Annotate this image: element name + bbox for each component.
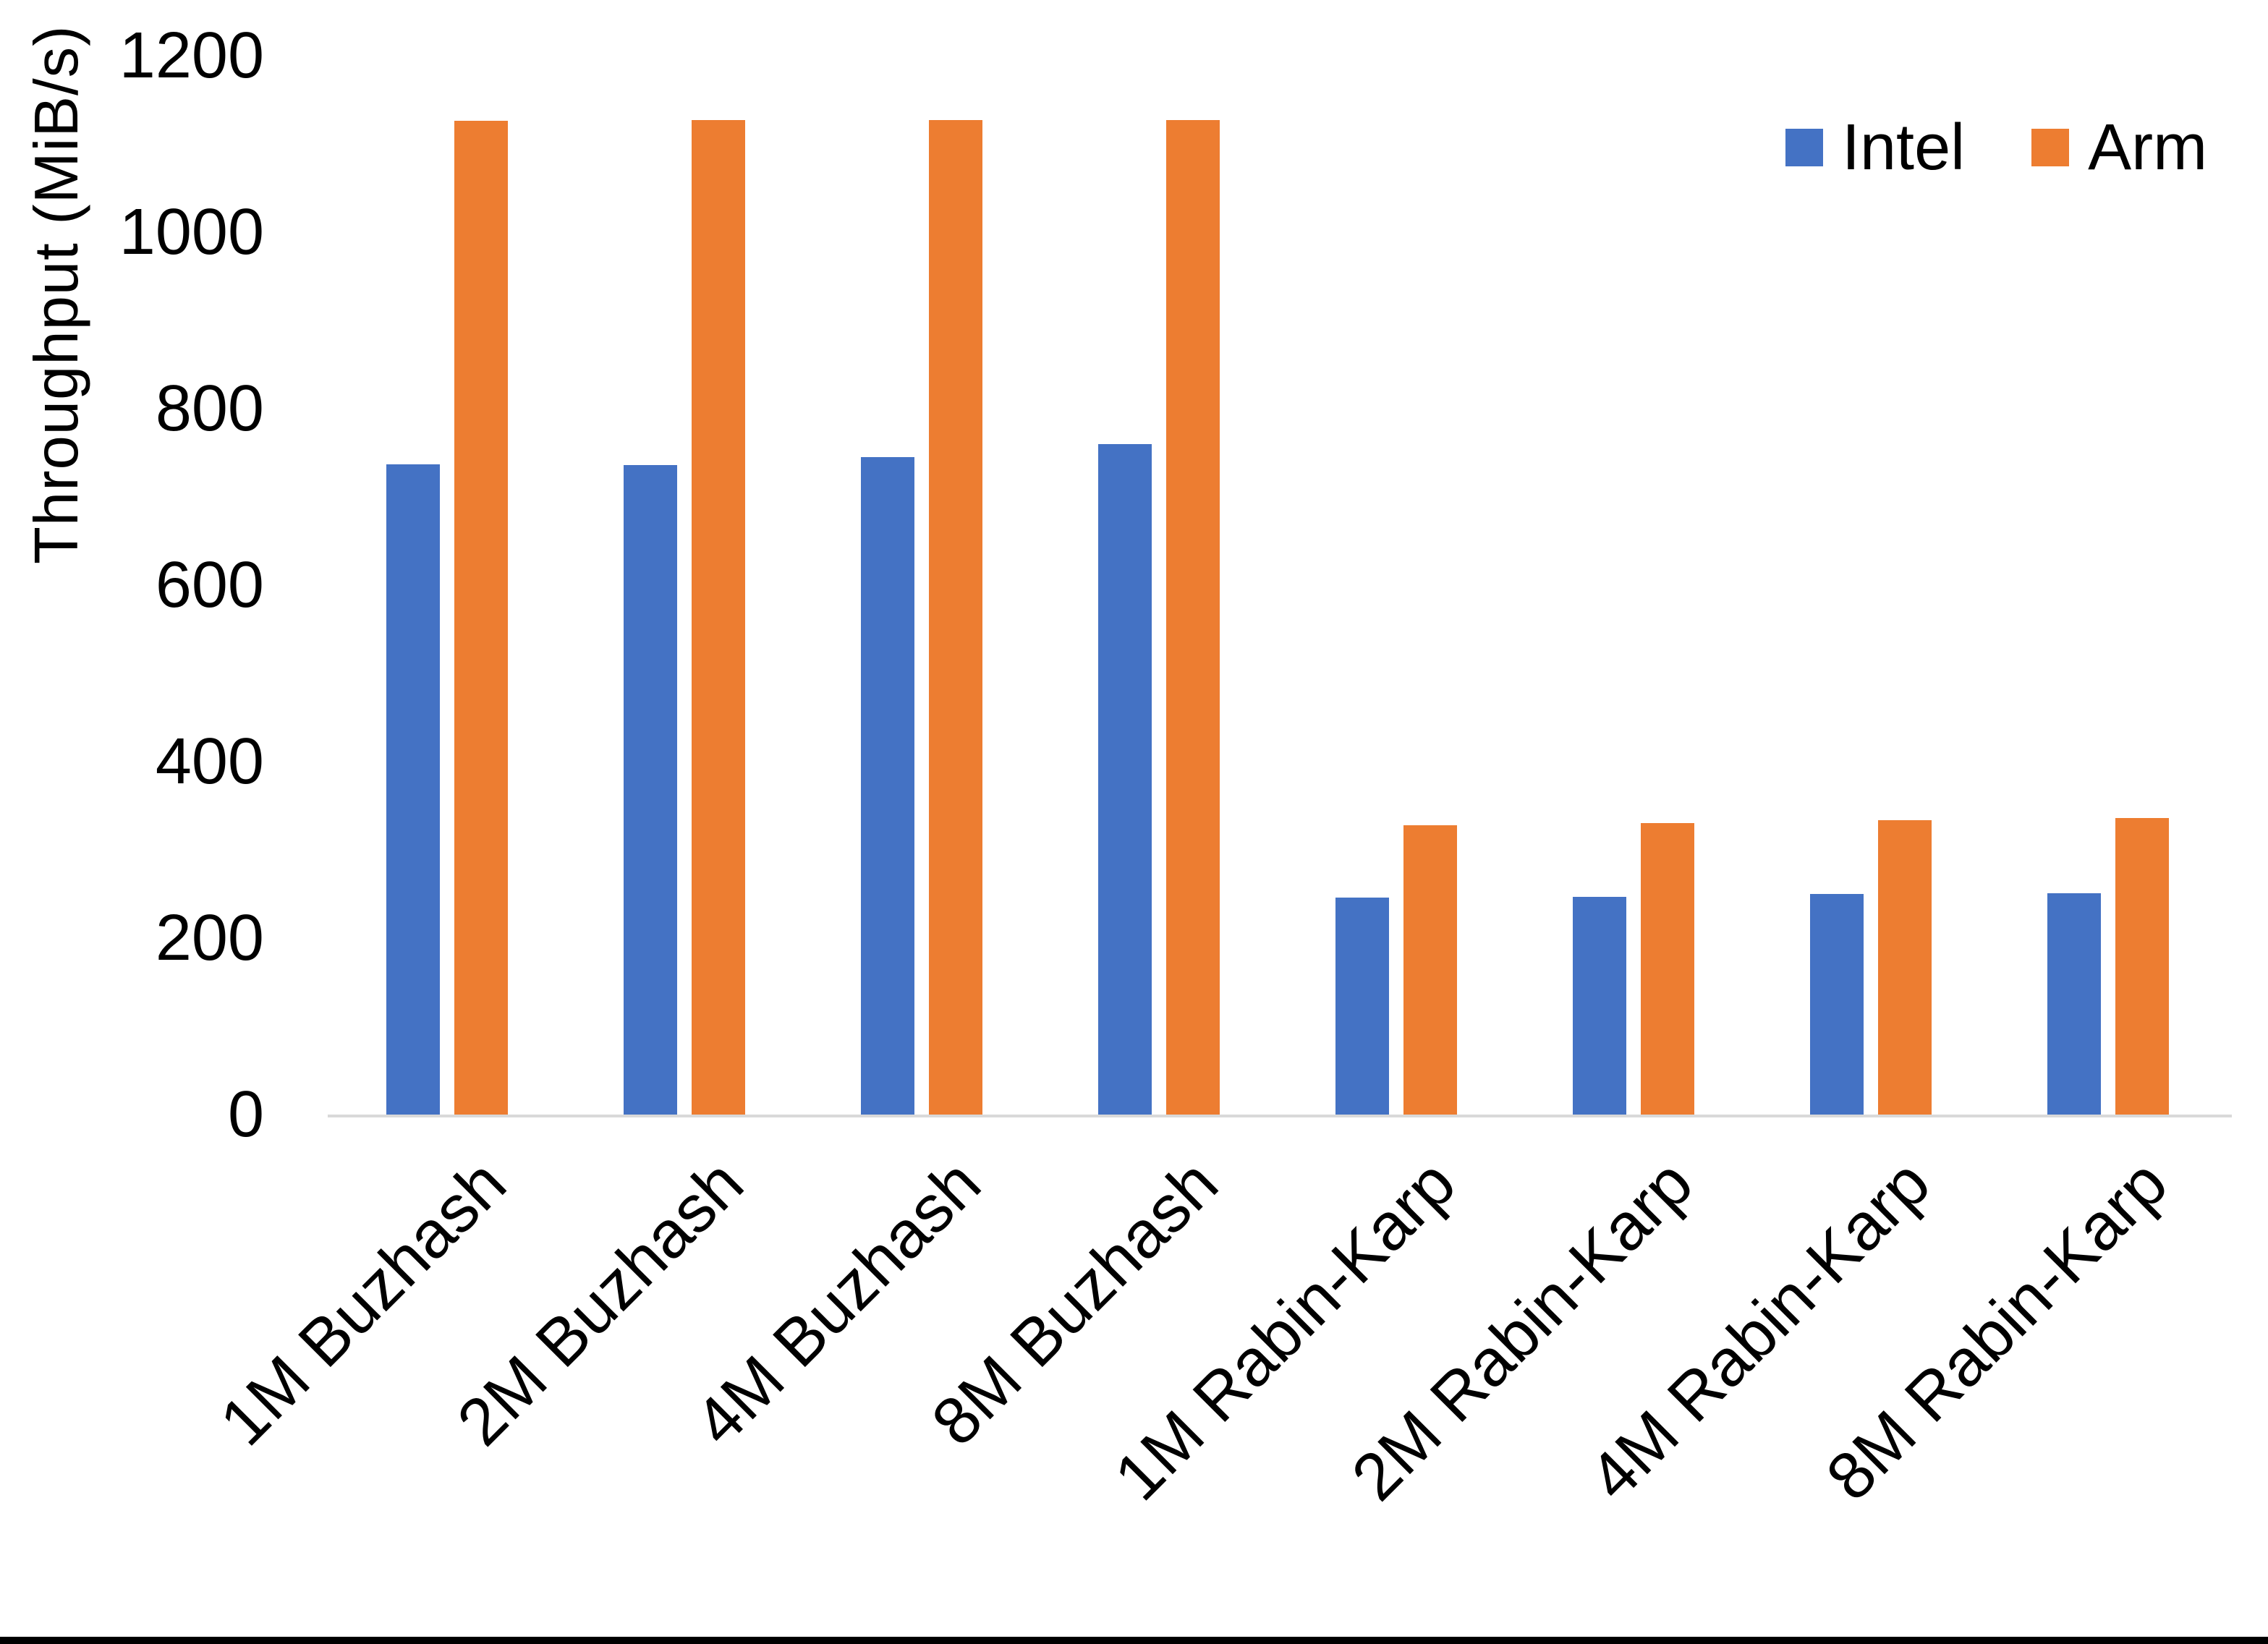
bar-arm-2m-rabin-karp bbox=[1640, 823, 1694, 1115]
y-tick-label-400: 400 bbox=[155, 725, 264, 798]
y-tick-label-800: 800 bbox=[155, 372, 264, 445]
bar-intel-8m-rabin-karp bbox=[2047, 893, 2101, 1115]
legend: Intel Arm bbox=[1785, 113, 2207, 182]
bar-intel-2m-buzhash bbox=[623, 465, 677, 1115]
bar-intel-4m-buzhash bbox=[860, 457, 914, 1115]
arm-legend-swatch-icon bbox=[2031, 129, 2070, 166]
x-axis-line bbox=[328, 1115, 2232, 1117]
bar-intel-2m-rabin-karp bbox=[1572, 896, 1626, 1115]
bar-intel-1m-buzhash bbox=[386, 464, 440, 1115]
legend-entry-intel: Intel bbox=[1785, 113, 1965, 182]
bar-intel-8m-buzhash bbox=[1097, 443, 1152, 1115]
bar-arm-8m-rabin-karp bbox=[2115, 818, 2169, 1115]
bar-arm-4m-rabin-karp bbox=[1877, 819, 1932, 1115]
y-tick-label-0: 0 bbox=[227, 1078, 264, 1151]
bar-arm-2m-buzhash bbox=[691, 120, 745, 1115]
bar-arm-4m-buzhash bbox=[928, 120, 982, 1115]
y-tick-label-600: 600 bbox=[155, 549, 264, 621]
legend-label-arm: Arm bbox=[2088, 111, 2208, 184]
y-tick-label-200: 200 bbox=[155, 902, 264, 974]
bar-intel-4m-rabin-karp bbox=[1809, 894, 1864, 1115]
bar-arm-1m-buzhash bbox=[454, 121, 508, 1115]
bar-arm-1m-rabin-karp bbox=[1403, 825, 1457, 1115]
window-bottom-border bbox=[0, 1637, 2268, 1644]
y-tick-label-1000: 1000 bbox=[119, 196, 264, 268]
y-tick-label-1200: 1200 bbox=[119, 20, 264, 92]
legend-entry-arm: Arm bbox=[2031, 113, 2207, 182]
legend-label-intel: Intel bbox=[1842, 111, 1966, 184]
intel-legend-swatch-icon bbox=[1785, 129, 1823, 166]
bar-intel-1m-rabin-karp bbox=[1335, 897, 1389, 1115]
bar-arm-8m-buzhash bbox=[1165, 120, 1220, 1115]
